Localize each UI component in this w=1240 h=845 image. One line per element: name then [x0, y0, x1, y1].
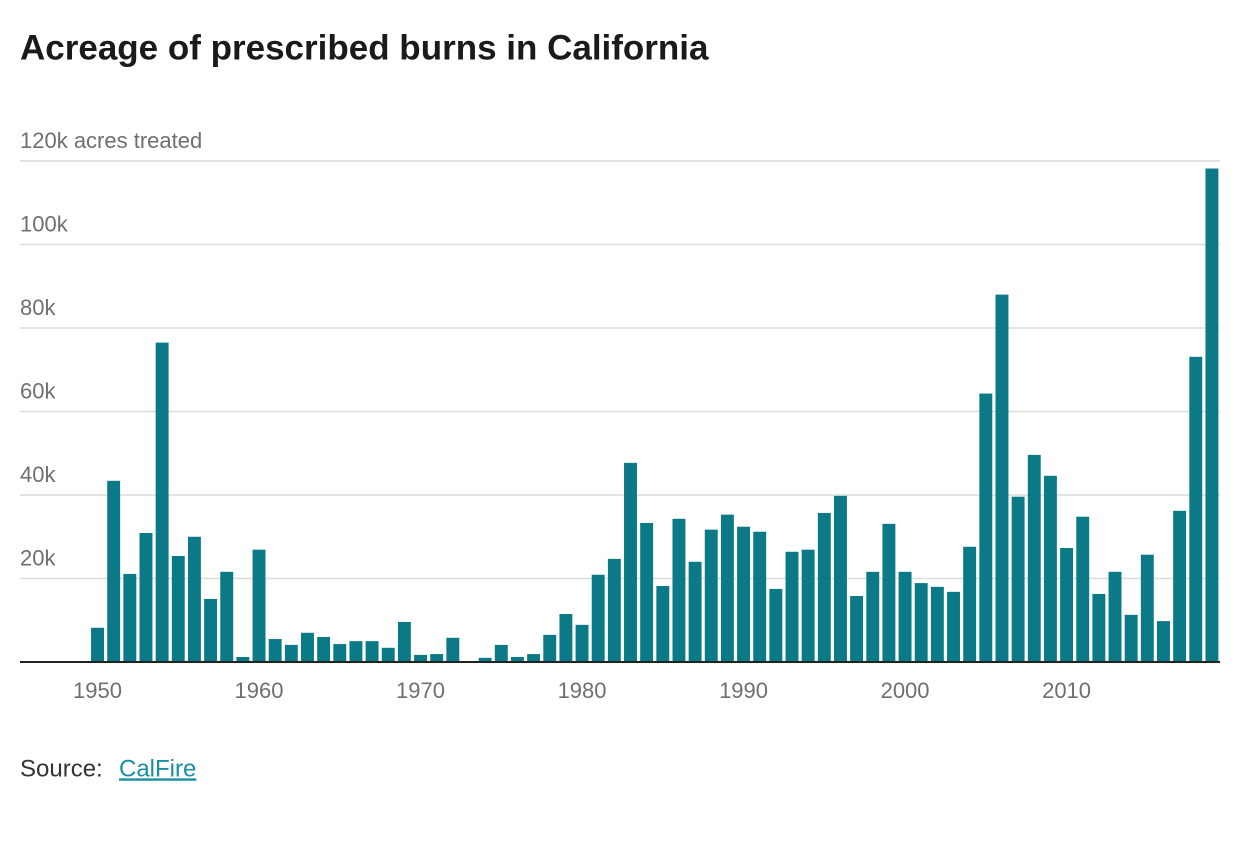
bar	[155, 342, 169, 662]
bar	[1173, 510, 1187, 662]
bar	[850, 596, 864, 662]
bar	[979, 393, 993, 662]
bar	[1157, 621, 1170, 662]
x-tick-label: 1990	[719, 678, 768, 703]
bar	[1108, 571, 1122, 662]
bar	[1011, 496, 1025, 662]
x-tick-label: 1970	[396, 678, 445, 703]
bar	[1189, 356, 1203, 662]
bar	[947, 591, 960, 662]
bar	[882, 523, 896, 662]
bar	[333, 644, 347, 662]
bar	[397, 621, 411, 662]
bar	[898, 571, 912, 662]
x-tick-label: 1960	[235, 678, 284, 703]
bar	[963, 546, 977, 662]
bar	[543, 634, 557, 662]
bar	[317, 636, 331, 662]
bar	[139, 532, 153, 662]
bar	[656, 586, 670, 662]
bar	[268, 639, 282, 662]
bar	[753, 531, 767, 662]
bar	[494, 644, 508, 662]
bar	[785, 551, 799, 662]
y-tick-label: 40k	[20, 462, 56, 487]
bar	[1140, 554, 1154, 662]
bar	[607, 558, 621, 662]
x-tick-label: 1950	[73, 678, 122, 703]
bar	[866, 571, 880, 662]
y-tick-label: 120k acres treated	[20, 128, 202, 153]
bar	[688, 561, 702, 662]
bar	[91, 627, 104, 662]
bar	[349, 641, 363, 662]
bar	[591, 574, 605, 662]
bar	[1043, 475, 1057, 662]
source-link[interactable]: CalFire	[119, 755, 196, 782]
bar	[381, 647, 395, 662]
bar	[414, 654, 427, 662]
x-tick-label: 2010	[1042, 678, 1091, 703]
bar	[995, 294, 1009, 662]
bar	[171, 555, 185, 662]
bar	[737, 526, 751, 662]
x-tick-label: 2000	[881, 678, 930, 703]
bar	[769, 588, 783, 662]
bar	[510, 656, 524, 662]
bar	[365, 641, 379, 662]
bar	[252, 549, 266, 662]
bar	[527, 654, 541, 662]
bar	[720, 514, 734, 662]
bar	[1027, 454, 1041, 662]
y-tick-label: 20k	[20, 545, 56, 570]
source: Source:	[20, 755, 103, 782]
bar	[430, 654, 444, 662]
y-tick-label: 100k	[20, 211, 69, 236]
bar	[914, 583, 928, 662]
bar	[704, 529, 718, 662]
bar	[1060, 548, 1074, 662]
bar	[284, 644, 298, 662]
bar	[640, 522, 654, 662]
chart-title: Acreage of prescribed burns in Californi…	[20, 28, 709, 67]
bar	[123, 573, 137, 662]
bar	[1124, 614, 1138, 662]
bar	[187, 536, 201, 662]
bar	[204, 598, 218, 662]
bar	[107, 480, 121, 662]
y-tick-label: 80k	[20, 295, 56, 320]
bar	[1205, 168, 1219, 662]
bar	[446, 637, 460, 662]
bar	[672, 518, 686, 662]
bar	[817, 512, 831, 662]
bar	[575, 624, 589, 662]
y-tick-label: 60k	[20, 378, 56, 403]
bar	[801, 549, 815, 662]
bar	[236, 656, 250, 662]
plot: 20k 40k 60k 80k 100k 120k acres treated 1950 19…	[20, 128, 1220, 703]
bar	[833, 495, 847, 662]
bar	[301, 632, 314, 662]
bar	[1092, 593, 1106, 662]
bar	[559, 613, 573, 662]
bar	[220, 571, 234, 662]
bar	[478, 657, 492, 662]
bar	[1076, 516, 1090, 662]
bar	[624, 462, 637, 662]
x-tick-label: 1980	[558, 678, 607, 703]
bar	[930, 586, 944, 662]
